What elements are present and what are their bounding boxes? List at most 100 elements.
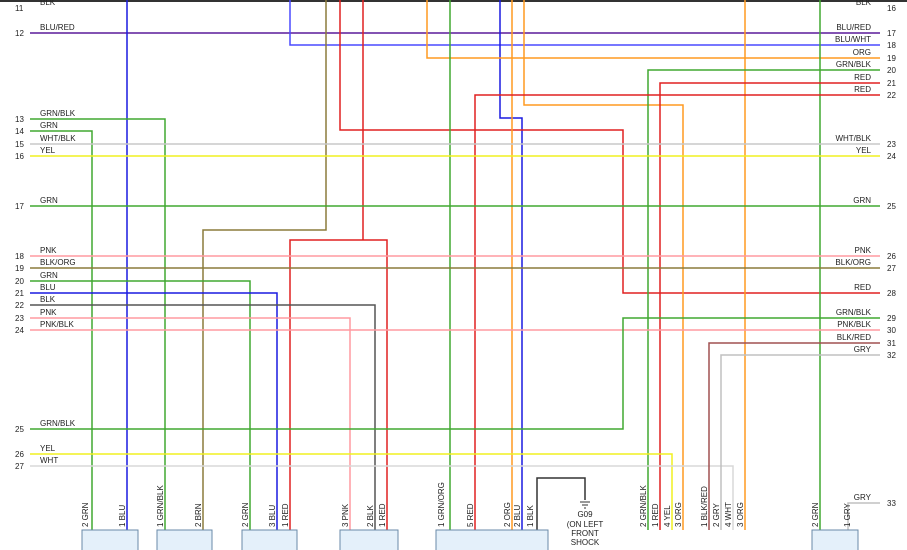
wire-label: ORG — [853, 48, 871, 57]
row-number: 14 — [15, 127, 24, 136]
wire-label: YEL — [856, 146, 872, 155]
pin-label: 1 GRN/BLK — [156, 485, 165, 527]
wire-label: BLU/WHT — [835, 35, 871, 44]
wire-label: BLK — [40, 0, 56, 7]
row-number: 23 — [887, 140, 896, 149]
wire-label: WHT/BLK — [40, 134, 76, 143]
pin-label: 1 BLU — [118, 505, 127, 527]
row-number: 12 — [15, 29, 24, 38]
pin-label: 2 BLK — [366, 505, 375, 527]
pin-label: 1 RED — [281, 503, 290, 527]
connectors — [81, 529, 859, 550]
row-number: 19 — [15, 264, 24, 273]
wire-label: BLK — [40, 295, 56, 304]
wire-label: WHT/BLK — [835, 134, 871, 143]
row-number: 31 — [887, 339, 896, 348]
row-number: 26 — [887, 252, 896, 261]
wires — [0, 0, 907, 530]
wire-label: RED — [854, 283, 871, 292]
pin-label: 2 BRN — [194, 503, 203, 527]
wire-label: BLU — [40, 283, 56, 292]
wire-label: GRN/BLK — [40, 109, 76, 118]
pin-label: 4 WHT — [724, 502, 733, 527]
wire-label: BLK/ORG — [40, 258, 76, 267]
row-number: 27 — [15, 462, 24, 471]
row-number: 29 — [887, 314, 896, 323]
row-number: 25 — [887, 202, 896, 211]
pin-label: 3 ORG — [736, 502, 745, 527]
row-number: 26 — [15, 450, 24, 459]
wire-label: GRN — [853, 196, 871, 205]
wire-label: WHT — [40, 456, 58, 465]
pin-label: 1 GRY — [843, 502, 852, 527]
row-number: 13 — [15, 115, 24, 124]
row-number: 18 — [887, 41, 896, 50]
row-number: 21 — [887, 79, 896, 88]
row-number: 30 — [887, 326, 896, 335]
pin-label: 2 GRN/BLK — [639, 485, 648, 527]
row-number: 18 — [15, 252, 24, 261]
row-number: 11 — [15, 4, 24, 13]
row-number: 16 — [887, 4, 896, 13]
row-number: 20 — [15, 277, 24, 286]
wire-label: PNK/BLK — [837, 320, 871, 329]
pin-label: 1 RED — [378, 503, 387, 527]
pin-label: 1 BLK/RED — [700, 486, 709, 527]
row-number: 17 — [887, 29, 896, 38]
wire-label: GRN — [40, 121, 58, 130]
row-number: 21 — [15, 289, 24, 298]
row-number: 19 — [887, 54, 896, 63]
wire-label: PNK/BLK — [40, 320, 74, 329]
pin-label: 2 GRN — [241, 502, 250, 527]
pin-label: 1 GRN/ORG — [437, 482, 446, 527]
pin-label: 3 ORG — [674, 502, 683, 527]
wire-label: GRN — [40, 271, 58, 280]
wire-label: PNK — [40, 246, 57, 255]
row-number: 22 — [15, 301, 24, 310]
pin-label: 4 YEL — [663, 505, 672, 527]
wire-label: BLK — [856, 0, 872, 7]
pin-label: 2 GRN — [811, 502, 820, 527]
wire-label: PNK — [855, 246, 872, 255]
pin-label: 2 GRN — [81, 502, 90, 527]
wire-label: BLU/RED — [40, 23, 75, 32]
wire-label: GRN/BLK — [836, 308, 872, 317]
wire-label: YEL — [40, 444, 56, 453]
pin-label: 3 PNK — [341, 503, 350, 527]
row-number: 24 — [887, 152, 896, 161]
ground-location: (ON LEFT — [567, 520, 604, 529]
row-number: 24 — [15, 326, 24, 335]
row-number: 32 — [887, 351, 896, 360]
wire-label: RED — [854, 73, 871, 82]
wire-label: PNK — [40, 308, 57, 317]
wire-label: YEL — [40, 146, 56, 155]
wire-label: GRY — [854, 493, 872, 502]
wire-label: RED — [854, 85, 871, 94]
pin-label: 2 BLU — [513, 505, 522, 527]
ground-location: FRONT — [571, 529, 599, 538]
row-number: 15 — [15, 140, 24, 149]
wire-label: GRN — [40, 196, 58, 205]
wire-label: BLU/RED — [836, 23, 871, 32]
row-number: 25 — [15, 425, 24, 434]
pin-label: 3 BLU — [268, 505, 277, 527]
wire-label: GRN/BLK — [40, 419, 76, 428]
row-number: 16 — [15, 152, 24, 161]
row-number: 27 — [887, 264, 896, 273]
row-number: 33 — [887, 499, 896, 508]
wire-label: BLK/RED — [837, 333, 871, 342]
row-number: 28 — [887, 289, 896, 298]
wire-label: BLK/ORG — [835, 258, 871, 267]
pin-label: 2 ORG — [503, 502, 512, 527]
row-number: 17 — [15, 202, 24, 211]
wire-label: GRN/BLK — [836, 60, 872, 69]
pin-label: 1 BLK — [526, 505, 535, 527]
pin-label: 5 RED — [466, 503, 475, 527]
ground-location: SHOCK — [571, 538, 600, 547]
row-number: 22 — [887, 91, 896, 100]
ground-id: G09 — [577, 510, 593, 519]
wire-label: GRY — [854, 345, 872, 354]
pin-label: 2 GRY — [712, 502, 721, 527]
row-number: 20 — [887, 66, 896, 75]
